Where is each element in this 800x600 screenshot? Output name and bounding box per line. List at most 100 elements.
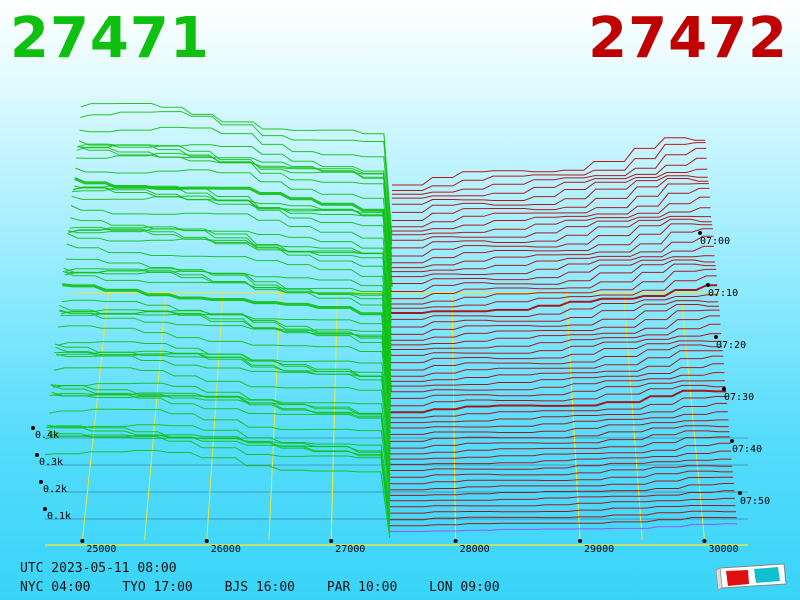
ask-depth-curve-22 bbox=[390, 380, 725, 399]
bid-depth-curve-57 bbox=[80, 111, 393, 240]
bid-depth-curve-9 bbox=[50, 384, 391, 491]
bid-depth-curve-47 bbox=[74, 185, 392, 293]
x-tick-label-5: 30000 bbox=[708, 544, 738, 555]
zone-lon: LON 09:00 bbox=[429, 580, 500, 595]
3d-glasses-icon[interactable] bbox=[714, 562, 790, 596]
price-grid-line-5 bbox=[623, 292, 643, 541]
x-tick-label-2: 27000 bbox=[335, 544, 365, 555]
z-tick-label-0: 0.1k bbox=[47, 511, 71, 522]
time-tick-label-0: 07:00 bbox=[700, 236, 730, 247]
bid-depth-curve-26 bbox=[60, 309, 392, 402]
ask-depth-curve-11 bbox=[390, 450, 731, 465]
bid-depth-curve-35 bbox=[66, 243, 392, 355]
bid-depth-curve-44 bbox=[72, 185, 392, 308]
x-tick-marker-3 bbox=[453, 539, 458, 543]
bid-depth-curve-17 bbox=[55, 346, 391, 450]
x-grid-line-4 bbox=[565, 292, 581, 541]
bid-depth-curve-11 bbox=[51, 391, 391, 481]
ask-depth-curve-42 bbox=[391, 245, 714, 278]
time-tick-marker-5 bbox=[738, 491, 742, 495]
z-tick-label-3: 0.4k bbox=[35, 430, 59, 441]
timezone-row: NYC 04:00 TYO 17:00 BJS 16:00 PAR 10:00 … bbox=[20, 580, 524, 595]
bid-price: 27471 bbox=[10, 6, 210, 71]
x-tick-marker-2 bbox=[329, 539, 334, 543]
ask-depth-curve-29 bbox=[391, 333, 722, 356]
z-tick-label-1: 0.2k bbox=[43, 484, 67, 495]
ask-depth-curve-56 bbox=[391, 147, 707, 195]
zone-tyo: TYO 17:00 bbox=[122, 580, 193, 595]
ask-depth-curve-4 bbox=[390, 497, 735, 508]
ask-depth-curve-51 bbox=[391, 183, 709, 228]
time-tick-label-1: 07:10 bbox=[708, 288, 738, 299]
ask-depth-curve-20 bbox=[390, 389, 727, 414]
ask-depth-curve-47 bbox=[391, 215, 712, 249]
bid-depth-curve-48 bbox=[74, 177, 393, 287]
ask-depth-curve-23 bbox=[390, 372, 725, 393]
bid-depth-curve-4 bbox=[47, 429, 391, 518]
ask-depth-curve-34 bbox=[391, 300, 719, 328]
ask-depth-curve-0 bbox=[390, 523, 738, 532]
bid-depth-curve-41 bbox=[70, 217, 392, 324]
bid-depth-curve-6 bbox=[48, 424, 391, 507]
time-tick-marker-4 bbox=[730, 439, 734, 443]
axis-labels: 25000 26000 27000 28000 29000 30000 0.1k 0.2k 0.… bbox=[31, 231, 770, 555]
z-tick-label-2: 0.3k bbox=[39, 457, 63, 468]
bid-depth-curve-3 bbox=[46, 424, 391, 523]
x-tick-marker-4 bbox=[578, 539, 583, 543]
bid-depth-curve-38 bbox=[68, 226, 392, 340]
x-tick-label-1: 26000 bbox=[211, 544, 241, 555]
ask-depth-curve-53 bbox=[391, 175, 708, 213]
time-tick-label-4: 07:40 bbox=[732, 444, 762, 455]
z-tick-marker-2 bbox=[35, 453, 39, 457]
bid-depth-curve-13 bbox=[52, 382, 391, 471]
ask-depth-curve-41 bbox=[391, 255, 715, 284]
ask-depth-curve-24 bbox=[390, 363, 724, 387]
x-tick-label-4: 29000 bbox=[584, 544, 614, 555]
bid-depth-curve-43 bbox=[71, 195, 392, 313]
x-grid-line-0 bbox=[81, 292, 110, 541]
bid-depth-curve-33 bbox=[65, 268, 392, 366]
bid-depth-curve-45 bbox=[72, 185, 392, 303]
bid-depth-curve-53 bbox=[77, 146, 393, 261]
ask-depth-curve-1 bbox=[390, 517, 737, 527]
ask-depth-curve-46 bbox=[391, 218, 712, 257]
zone-nyc: NYC 04:00 bbox=[20, 580, 91, 595]
bid-depth-curve-39 bbox=[68, 228, 392, 334]
ask-depth-curve-44 bbox=[391, 228, 713, 269]
bid-depth-curve-12 bbox=[52, 392, 391, 476]
ask-depth-surface bbox=[390, 137, 738, 532]
x-tick-marker-0 bbox=[80, 539, 85, 543]
time-tick-marker-3 bbox=[722, 387, 726, 391]
ask-depth-curve-48 bbox=[391, 207, 711, 241]
x-tick-marker-5 bbox=[702, 539, 707, 543]
bid-depth-curve-29 bbox=[62, 270, 392, 387]
ask-depth-curve-43 bbox=[391, 235, 714, 273]
ask-depth-curve-36 bbox=[391, 284, 718, 314]
bid-depth-curve-15 bbox=[54, 351, 391, 460]
bid-depth-curve-7 bbox=[49, 408, 391, 502]
price-grid-line-0 bbox=[144, 292, 167, 541]
ask-depth-curve-38 bbox=[391, 268, 717, 305]
bid-depth-curve-16 bbox=[54, 343, 391, 455]
ask-depth-curve-40 bbox=[391, 259, 715, 292]
ask-depth-curve-54 bbox=[391, 168, 708, 205]
ask-depth-curve-3 bbox=[390, 505, 736, 514]
ask-depth-curve-50 bbox=[391, 187, 710, 232]
ask-depth-curve-17 bbox=[390, 411, 728, 429]
ask-depth-curve-57 bbox=[392, 142, 706, 191]
x-grid-line-1 bbox=[206, 292, 224, 541]
ask-depth-curve-28 bbox=[390, 340, 722, 364]
bid-depth-curve-8 bbox=[49, 393, 391, 497]
ask-depth-curve-45 bbox=[391, 223, 713, 264]
ask-depth-curve-52 bbox=[391, 178, 709, 221]
z-tick-marker-0 bbox=[43, 507, 47, 511]
price-grid-line-1 bbox=[268, 292, 281, 541]
bid-depth-curve-49 bbox=[75, 167, 392, 282]
time-tick-label-5: 07:50 bbox=[740, 496, 770, 507]
bid-depth-curve-42 bbox=[70, 205, 392, 319]
bid-depth-curve-55 bbox=[78, 140, 393, 251]
bid-depth-curve-14 bbox=[53, 367, 391, 465]
time-tick-marker-0 bbox=[698, 231, 702, 235]
x-tick-label-0: 25000 bbox=[86, 544, 116, 555]
